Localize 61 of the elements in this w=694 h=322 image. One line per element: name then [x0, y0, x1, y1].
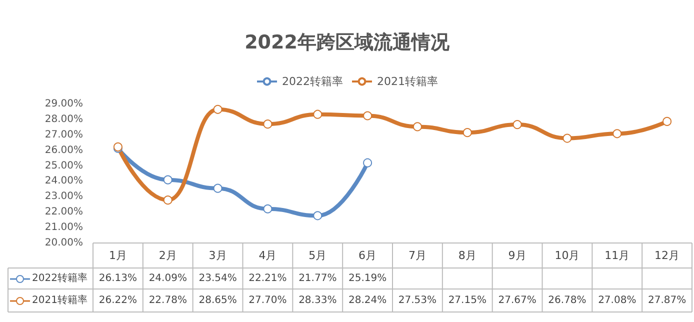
data-label: 27.70%	[248, 295, 287, 306]
point	[163, 175, 172, 184]
data-label: 25.19%	[348, 273, 387, 284]
y-tick-label: 28.00%	[44, 114, 83, 125]
x-tick-label: 8月	[458, 249, 476, 262]
data-label: 26.13%	[98, 273, 138, 284]
y-tick-label: 27.00%	[44, 129, 83, 140]
data-label: 28.24%	[348, 295, 387, 306]
x-tick-label: 5月	[308, 249, 327, 262]
y-tick-label: 26.00%	[44, 144, 83, 156]
x-tick-label: 7月	[408, 249, 426, 262]
data-label: 21.77%	[298, 273, 337, 284]
point	[662, 116, 672, 126]
y-tick-label: 29.00%	[44, 98, 83, 110]
point	[512, 120, 522, 130]
legend-label: 2022转籍率	[282, 75, 344, 88]
data-label: 23.54%	[198, 273, 237, 284]
point	[263, 204, 272, 214]
x-tick-label: 11月	[604, 249, 630, 262]
data-label: 27.87%	[648, 295, 686, 306]
data-label: 22.21%	[248, 273, 287, 284]
point	[313, 211, 322, 220]
data-label: 22.78%	[148, 295, 187, 306]
y-tick-label: 20.00%	[44, 238, 83, 248]
data-label: 27.15%	[448, 295, 486, 306]
point	[263, 120, 272, 129]
x-tick-label: 10月	[554, 249, 580, 262]
x-tick-label: 1月	[108, 249, 127, 262]
y-tick-label: 24.00%	[44, 176, 83, 187]
data-label: 28.33%	[298, 295, 337, 306]
y-tick-label: 22.00%	[44, 206, 83, 218]
x-tick-label: 12月	[654, 249, 680, 262]
data-label: 26.22%	[98, 295, 138, 306]
data-label: 27.08%	[598, 295, 636, 306]
y-tick-label: 25.00%	[44, 160, 83, 172]
x-tick-label: 4月	[258, 249, 277, 262]
point	[313, 110, 322, 119]
point	[412, 122, 422, 132]
data-label: 27.67%	[498, 295, 536, 306]
point	[213, 184, 222, 193]
x-tick-label: 6月	[358, 249, 377, 262]
point	[363, 158, 372, 168]
x-tick-label: 3月	[208, 249, 227, 262]
x-tick-label: 2月	[158, 249, 177, 262]
x-tick-label: 9月	[508, 249, 526, 262]
chart-title: 2022年跨区域流通情况	[244, 32, 450, 54]
text: 2021转籍率	[32, 295, 88, 306]
data-label: 26.78%	[548, 295, 586, 306]
data-label: 24.09%	[148, 273, 187, 284]
point	[363, 111, 372, 120]
point	[462, 128, 472, 138]
point	[612, 129, 622, 138]
text: 2022转籍率	[32, 273, 88, 284]
legend-label: 2021转籍率	[377, 75, 438, 88]
data-label: 28.65%	[198, 295, 237, 306]
y-tick-label: 23.00%	[44, 191, 83, 202]
point	[562, 134, 572, 143]
point	[213, 104, 222, 114]
point	[163, 196, 172, 205]
data-label: 27.53%	[398, 295, 437, 306]
y-tick-label: 21.00%	[44, 222, 83, 234]
